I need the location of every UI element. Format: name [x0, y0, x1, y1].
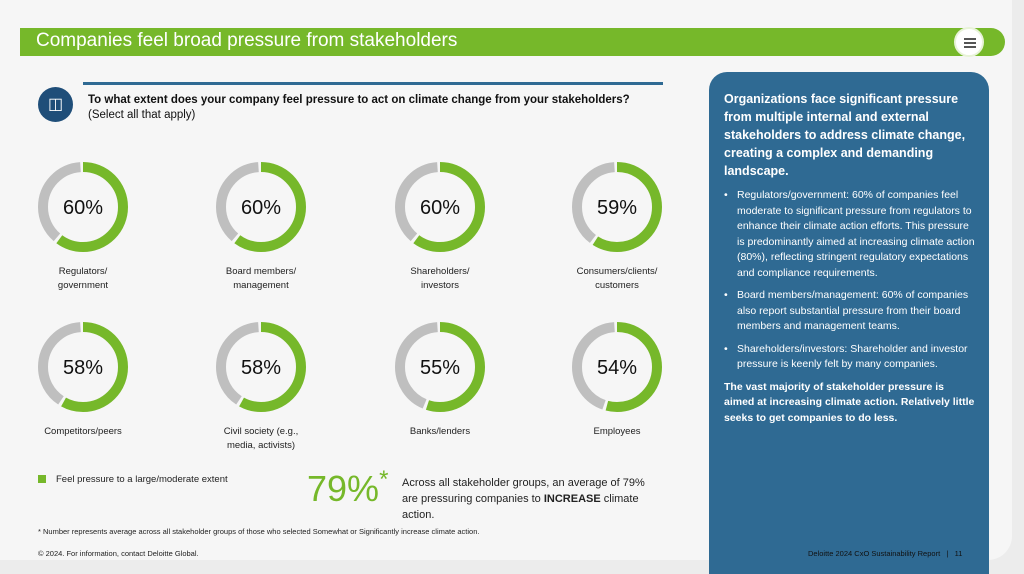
insight-panel: Organizations face significant pressure …	[709, 72, 989, 574]
donut-remainder-arc	[395, 162, 485, 252]
people-at-table-icon: ◫	[38, 87, 73, 122]
category-label-line: Regulators/	[58, 266, 108, 277]
donut-remainder-arc	[38, 322, 128, 412]
page-footer: Deloitte 2024 CxO Sustainability Report …	[808, 549, 962, 558]
legend-swatch	[38, 475, 46, 483]
donut-chart: 60% Board members/management	[201, 161, 321, 293]
question-note: (Select all that apply)	[88, 109, 196, 121]
bullet-item: Board members/management: 60% of compani…	[724, 288, 975, 335]
donut-svg: 60%	[216, 162, 306, 252]
donut-value-label: 54%	[597, 357, 637, 379]
donut-value-label: 60%	[241, 197, 281, 219]
donut-chart: 58% Civil society (e.g., media, activists)	[201, 321, 321, 453]
donut-value-label: 59%	[597, 197, 637, 219]
category-label-line: investors	[420, 280, 459, 291]
legend-label: Feel pressure to a large/moderate extent	[56, 474, 228, 485]
donut-remainder-arc	[572, 162, 662, 252]
asterisk: *	[379, 466, 389, 493]
donut-remainder-arc	[216, 322, 306, 412]
donut-value-label: 58%	[241, 357, 281, 379]
donut-value-arc	[216, 162, 306, 252]
bullet-item: Shareholders/investors: Shareholder and …	[724, 342, 975, 373]
donut-svg: 60%	[38, 162, 128, 252]
category-label-line: Competitors/peers	[44, 426, 122, 437]
category-label-line: Employees	[593, 426, 641, 437]
footnote: * Number represents average across all s…	[38, 527, 480, 536]
category-label-line: Board members/	[225, 266, 297, 277]
donut-category-label: Competitors/peers	[23, 425, 143, 439]
donut-value-label: 58%	[63, 357, 103, 379]
title-bar: Companies feel broad pressure from stake…	[20, 27, 1005, 57]
donut-remainder-arc	[216, 162, 306, 252]
donut-category-label: Regulators/government	[23, 265, 143, 293]
donut-category-label: Board members/management	[201, 265, 321, 293]
donut-value-label: 60%	[420, 197, 460, 219]
category-label-line: Shareholders/	[410, 266, 470, 277]
donut-remainder-arc	[572, 322, 662, 412]
donut-value-arc	[216, 322, 306, 412]
avg-bold: INCREASE	[543, 493, 601, 505]
donut-chart: 60% Shareholders/investors	[380, 161, 500, 293]
page-title: Companies feel broad pressure from stake…	[36, 30, 458, 51]
donut-remainder-arc	[395, 322, 485, 412]
donut-category-label: Consumers/clients/customers	[557, 265, 677, 293]
average-stat: 79%*	[307, 466, 388, 510]
category-label-line: customers	[595, 280, 639, 291]
donut-category-label: Employees	[557, 425, 677, 439]
hamburger-icon[interactable]	[954, 27, 984, 57]
category-label-line: management	[233, 280, 289, 291]
survey-question: To what extent does your company feel pr…	[88, 93, 630, 123]
category-label-line: Banks/lenders	[409, 426, 471, 437]
copyright: © 2024. For information, contact Deloitt…	[38, 549, 199, 558]
category-label-line: Consumers/clients/	[576, 266, 658, 277]
donut-value-label: 55%	[420, 357, 460, 379]
bullet-item: Regulators/government: 60% of companies …	[724, 188, 975, 281]
donut-value-label: 60%	[63, 197, 103, 219]
donut-category-label: Shareholders/investors	[380, 265, 500, 293]
average-value: 79%	[307, 468, 380, 509]
question-text: To what extent does your company feel pr…	[88, 94, 630, 106]
page-number: 11	[954, 549, 963, 558]
donut-chart: 60% Regulators/government	[23, 161, 143, 293]
donut-svg: 58%	[38, 322, 128, 412]
panel-conclusion: The vast majority of stakeholder pressur…	[724, 380, 975, 424]
donut-value-arc	[38, 322, 128, 412]
average-description: Across all stakeholder groups, an averag…	[402, 475, 662, 523]
donut-value-arc	[572, 322, 662, 412]
donut-chart: 58% Competitors/peers	[23, 321, 143, 439]
donut-value-arc	[572, 162, 662, 252]
donut-svg: 59%	[572, 162, 662, 252]
avg-text-end: climate action.	[402, 493, 639, 521]
report-name: Deloitte 2024 CxO Sustainability Report	[808, 549, 941, 558]
panel-heading: Organizations face significant pressure …	[724, 92, 966, 178]
donut-chart: 54% Employees	[557, 321, 677, 439]
donut-category-label: Banks/lenders	[380, 425, 500, 439]
donut-value-arc	[395, 322, 485, 412]
category-label-line: Civil society (e.g.,	[223, 426, 299, 437]
donut-svg: 60%	[395, 162, 485, 252]
category-label-line: media, activists)	[226, 440, 296, 451]
donut-svg: 54%	[572, 322, 662, 412]
avg-text: Across all stakeholder groups, an averag…	[402, 477, 645, 505]
donut-svg: 58%	[216, 322, 306, 412]
divider	[83, 82, 663, 85]
donut-chart: 55% Banks/lenders	[380, 321, 500, 439]
donut-value-arc	[395, 162, 485, 252]
category-label-line: government	[57, 280, 109, 291]
donut-remainder-arc	[38, 162, 128, 252]
donut-chart: 59% Consumers/clients/customers	[557, 161, 677, 293]
donut-value-arc	[38, 162, 128, 252]
separator: |	[946, 549, 949, 558]
donut-category-label: Civil society (e.g., media, activists)	[201, 425, 321, 453]
legend: Feel pressure to a large/moderate extent	[38, 474, 228, 485]
panel-bullets: Regulators/government: 60% of companies …	[724, 188, 975, 373]
donut-svg: 55%	[395, 322, 485, 412]
